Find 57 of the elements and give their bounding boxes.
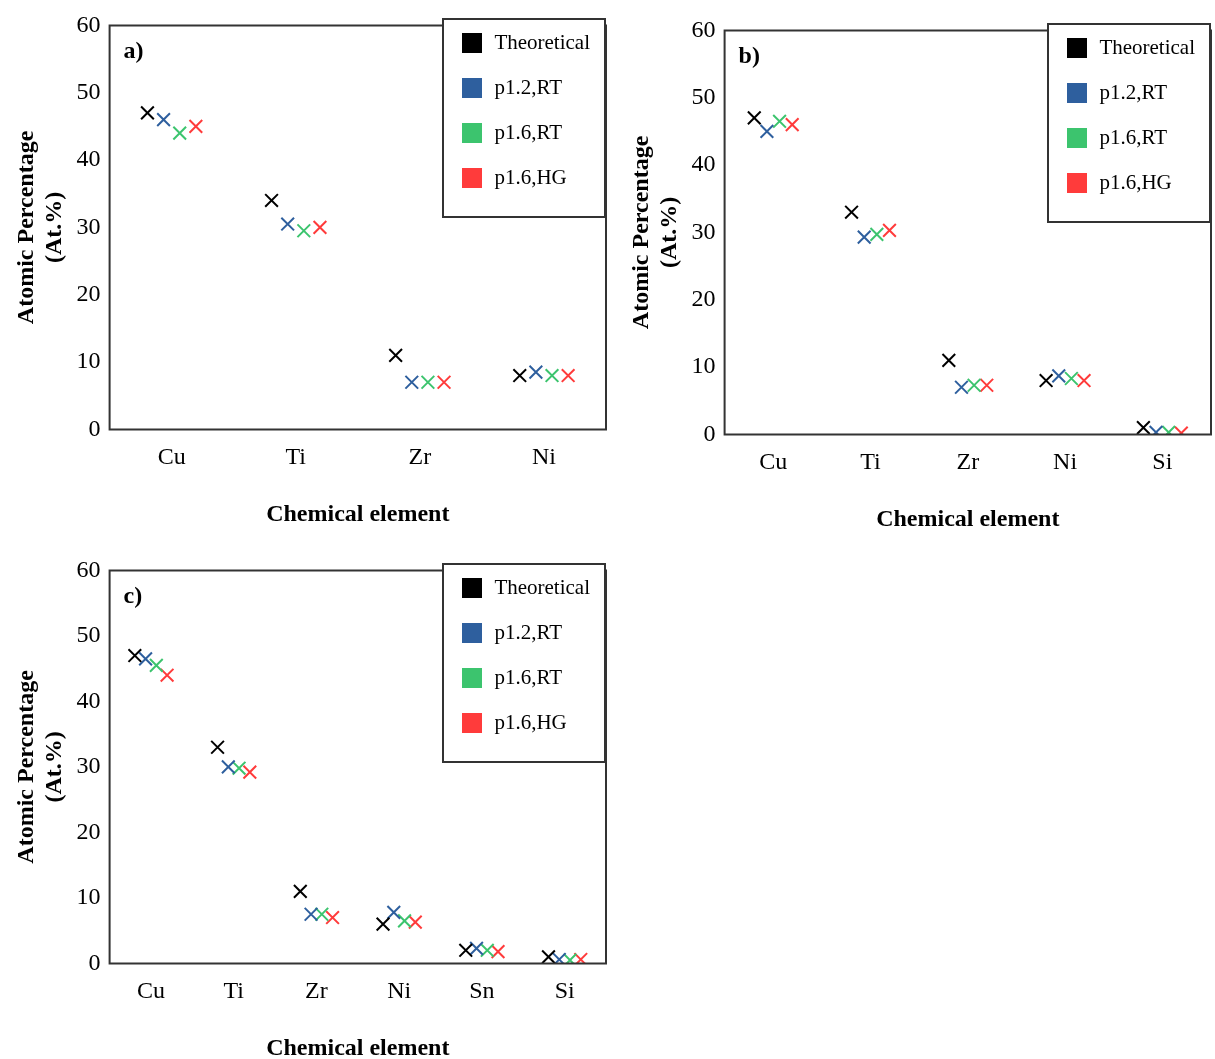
legend-label: p1.6,HG (494, 165, 567, 190)
x-tick-label: Ni (1053, 448, 1078, 475)
y-tick-label: 0 (88, 414, 101, 441)
x-tick-label: Zr (956, 448, 980, 475)
y-tick-label: 0 (703, 419, 716, 446)
text: b) (738, 41, 760, 68)
legend-label: Theoretical (1099, 35, 1195, 60)
x-tick-label: Sn (469, 977, 495, 1004)
y-tick-label: 60 (76, 10, 101, 37)
x-tick-label: Cu (136, 977, 165, 1004)
x-tick-label: Ti (223, 977, 245, 1004)
legend-label: p1.6,HG (494, 710, 567, 735)
x-axis-title: Chemical element (266, 1033, 450, 1059)
y-tick-label: 10 (691, 352, 716, 379)
y-tick-label: 60 (76, 555, 101, 582)
y-axis-title: Atomic Percentage (At.%) (626, 135, 682, 330)
text: c) (123, 581, 143, 608)
x-tick-label: Cu (759, 448, 788, 475)
legend-label: p1.2,RT (494, 75, 562, 100)
y-tick-label: 10 (76, 347, 101, 374)
legend-label: p1.6,HG (1099, 170, 1172, 195)
text: a) (123, 36, 144, 63)
legend-label: p1.6,RT (494, 120, 562, 145)
x-tick-label: Si (1152, 448, 1173, 475)
legend-label: p1.6,RT (494, 665, 562, 690)
y-tick-label: 10 (76, 883, 101, 910)
x-tick-label: Ni (531, 443, 557, 470)
y-tick-label: 20 (76, 817, 101, 844)
y-tick-label: 40 (76, 145, 101, 172)
x-tick-label: Ti (285, 443, 307, 470)
y-axis-title: Atomic Percentage (At.%) (11, 130, 67, 325)
x-tick-label: Zr (408, 443, 432, 470)
y-tick-label: 20 (76, 280, 101, 307)
legend-label: p1.2,RT (1099, 80, 1167, 105)
y-tick-label: 30 (76, 212, 101, 239)
y-tick-label: 0 (88, 948, 101, 975)
x-tick-label: Ni (387, 977, 412, 1004)
x-axis-title: Chemical element (266, 499, 450, 526)
legend-label: p1.2,RT (494, 620, 562, 645)
y-tick-label: 20 (691, 285, 716, 312)
x-axis-title: Chemical element (876, 504, 1060, 531)
y-tick-label: 50 (691, 83, 716, 110)
x-tick-label: Ti (860, 448, 882, 475)
x-tick-label: Cu (157, 443, 186, 470)
y-tick-label: 50 (76, 78, 101, 105)
y-tick-label: 60 (691, 15, 716, 42)
legend-label: Theoretical (494, 575, 590, 600)
legend-label: Theoretical (494, 30, 590, 55)
y-tick-label: 30 (76, 752, 101, 779)
legend-label: p1.6,RT (1099, 125, 1167, 150)
y-axis-title: Atomic Percentage (At.%) (11, 669, 67, 864)
y-tick-label: 30 (691, 217, 716, 244)
y-tick-label: 40 (76, 686, 101, 713)
y-tick-label: 50 (76, 621, 101, 648)
x-tick-label: Zr (305, 977, 328, 1004)
x-tick-label: Si (554, 977, 575, 1004)
y-tick-label: 40 (691, 150, 716, 177)
